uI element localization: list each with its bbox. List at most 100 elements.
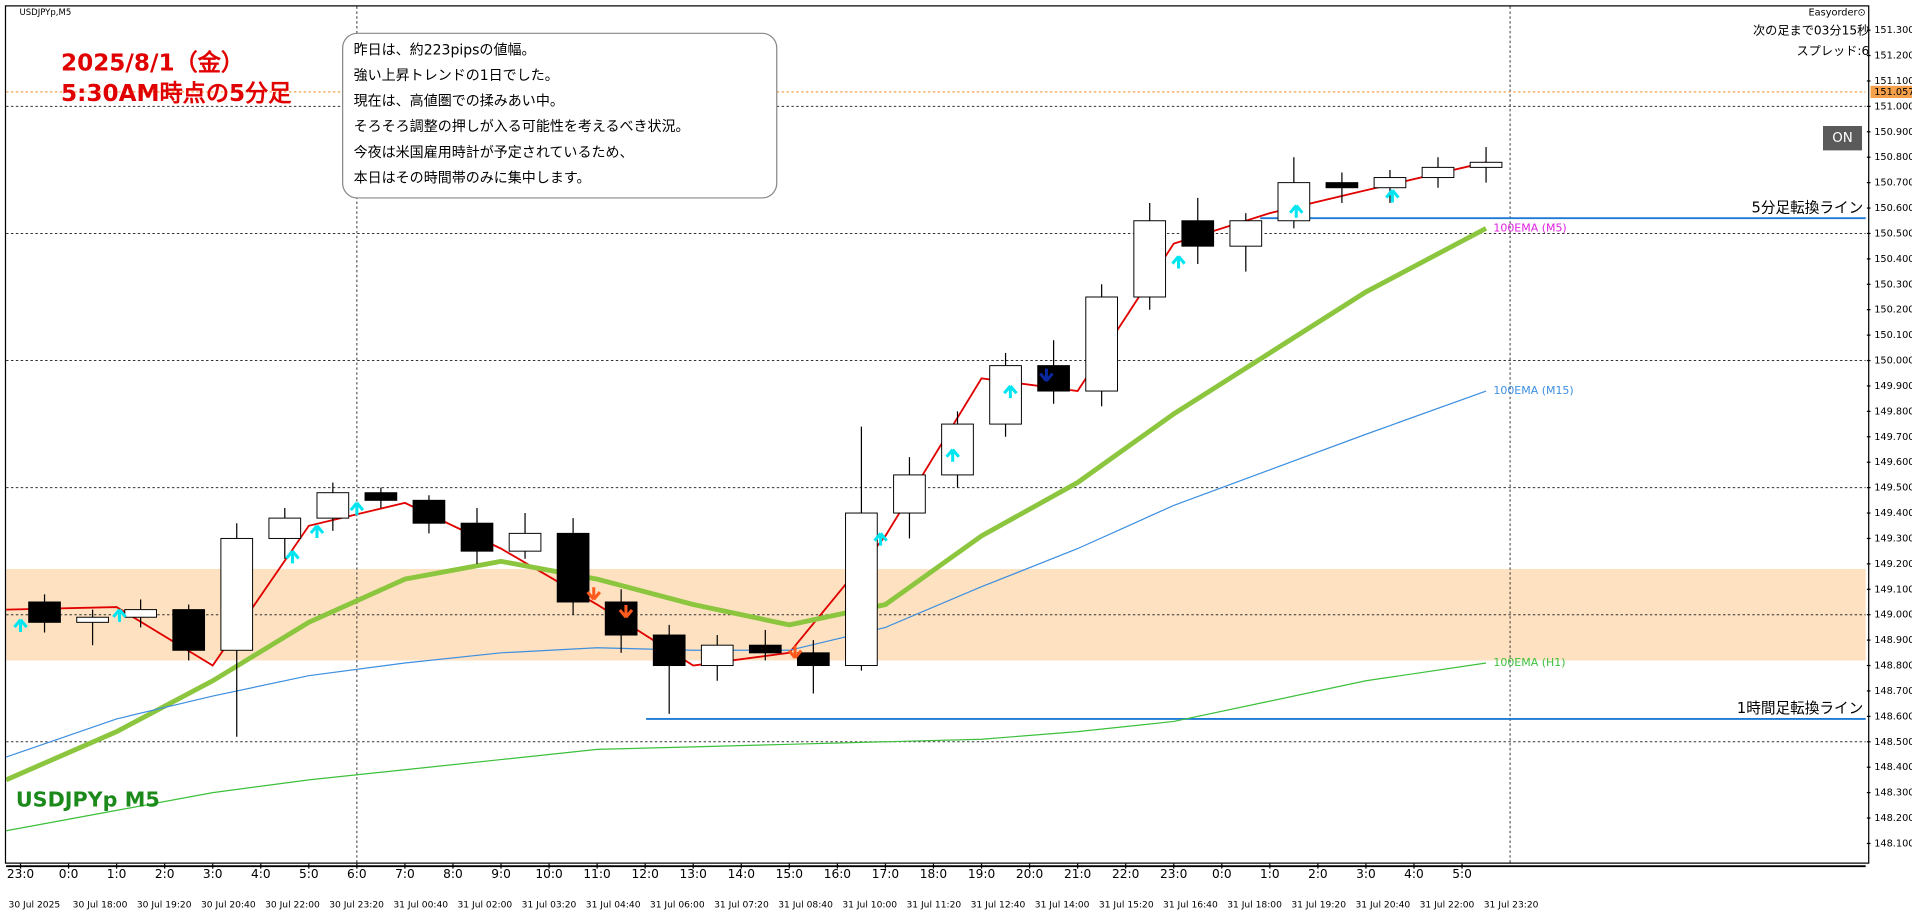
note-line: 強い上昇トレンドの1日でした。 — [354, 68, 559, 84]
y-tick-label: 150.500 — [1874, 228, 1912, 239]
x-tick-label: 16:0 — [824, 867, 851, 881]
candle-body — [28, 601, 61, 623]
candle-body — [1085, 296, 1118, 392]
note-line: 昨日は、約223pipsの値幅。 — [354, 42, 536, 58]
x-tick-label: 5:0 — [299, 867, 319, 881]
candle-body — [268, 517, 302, 539]
signal-arrow — [13, 618, 28, 632]
level-tag — [1870, 85, 1912, 98]
note-line: 今夜は米国雇用時計が予定されているため、 — [354, 144, 634, 161]
y-tick-label: 150.300 — [1874, 279, 1912, 290]
date-label: 31 Jul 15:20 — [1099, 901, 1154, 911]
plot-area: 5分足転換ライン 1時間足転換ライン 100EMA (M5) 100EMA (M15)… — [5, 6, 1866, 863]
signal-arrow — [586, 587, 602, 601]
candle-body — [1277, 182, 1311, 222]
note-line: 現在は、高値圏での揉みあい中。 — [354, 93, 564, 110]
x-tick-label: 4:0 — [1404, 867, 1424, 881]
x-tick-label: 20:0 — [1016, 867, 1043, 881]
note-line: そろそろ調整の押しが入る可能性を考えるべき状況。 — [354, 119, 690, 135]
candle-body — [460, 522, 494, 552]
y-tick-label: 148.200 — [1874, 813, 1912, 824]
candle-body — [1373, 177, 1407, 189]
ema-line — [5, 226, 1488, 783]
y-tick-label: 148.100 — [1874, 838, 1912, 849]
turn-label: 1時間足転換ライン — [1737, 700, 1863, 717]
candle-body — [364, 492, 398, 501]
candle-body — [1421, 166, 1455, 179]
x-tick-label: 19:0 — [968, 867, 995, 881]
y-tick-label: 149.200 — [1874, 559, 1912, 570]
signal-arrow — [1039, 368, 1054, 382]
x-tick-label: 10:0 — [535, 867, 562, 881]
headline: 2025/8/1（金） — [61, 49, 244, 76]
line-label: 100EMA (M15) — [1493, 384, 1573, 397]
y-tick-label: 148.500 — [1874, 737, 1912, 748]
zone — [6, 568, 1866, 661]
signal-arrow — [349, 501, 365, 516]
candle-body — [797, 652, 830, 667]
x-tick-label: 23:0 — [1160, 867, 1187, 881]
signal-arrow — [1385, 189, 1400, 203]
date-label: 31 Jul 23:20 — [1484, 901, 1539, 911]
x-tick-label: 4:0 — [251, 867, 271, 881]
y-tick-label: 148.900 — [1874, 635, 1912, 646]
y-tick-label: 149.500 — [1874, 483, 1912, 494]
y-tick-label: 149.000 — [1874, 610, 1912, 621]
date-label: 31 Jul 06:00 — [650, 901, 705, 911]
candle-body — [556, 532, 590, 603]
x-tick-label: 2:0 — [1308, 867, 1328, 881]
y-tick-label: 149.700 — [1874, 432, 1912, 443]
date-label: 31 Jul 00:40 — [393, 901, 448, 911]
x-tick-label: 11:0 — [583, 867, 610, 881]
x-tick-label: 23:0 — [7, 867, 34, 881]
plot-frame — [4, 5, 1870, 864]
y-tick-label: 149.800 — [1874, 406, 1912, 417]
y-tick-label: 149.100 — [1874, 584, 1912, 595]
candle-body — [172, 609, 206, 651]
candle-body — [1469, 161, 1503, 168]
signal-arrow — [618, 605, 634, 619]
x-tick-label: 15:0 — [776, 867, 803, 881]
date-label: 31 Jul 02:00 — [458, 901, 513, 911]
y-tick-label: 148.600 — [1874, 711, 1912, 722]
candle-body — [989, 365, 1022, 425]
x-tick-label: 0:0 — [1212, 867, 1232, 881]
on-button[interactable] — [1822, 125, 1863, 151]
x-tick-label: 17:0 — [872, 867, 899, 881]
x-tick-label: 6:0 — [347, 867, 367, 881]
x-tick-label: 14:0 — [728, 867, 755, 881]
candle-body — [316, 492, 350, 519]
y-tick-label: 149.600 — [1874, 457, 1912, 468]
signal-arrow — [787, 645, 803, 659]
date-label: 30 Jul 20:40 — [201, 901, 256, 911]
y-tick-label: 148.300 — [1874, 788, 1912, 799]
x-tick-label: 12:0 — [631, 867, 658, 881]
date-label: 31 Jul 04:40 — [586, 901, 641, 911]
y-tick-label: 150.900 — [1874, 127, 1912, 138]
x-tick-label: 8:0 — [443, 867, 463, 881]
signal-arrow — [873, 532, 888, 546]
date-label: 31 Jul 10:00 — [842, 901, 897, 911]
candle-body — [652, 634, 686, 667]
candle-body — [1229, 220, 1263, 247]
date-label: 30 Jul 18:00 — [73, 901, 128, 911]
candle-body — [1325, 182, 1359, 189]
date-label: 30 Jul 2025 — [9, 901, 61, 911]
ema-line — [5, 662, 1487, 832]
y-tick-label: 150.700 — [1874, 178, 1912, 189]
date-label: 31 Jul 12:40 — [971, 901, 1026, 911]
date-label: 31 Jul 16:40 — [1163, 901, 1218, 911]
date-label: 31 Jul 18:00 — [1227, 901, 1282, 911]
y-tick-label: 148.700 — [1874, 686, 1912, 697]
line-label: 100EMA (H1) — [1493, 656, 1565, 669]
x-tick-label: 1:0 — [107, 867, 127, 881]
on-button-label[interactable]: ON — [1832, 131, 1853, 146]
level-label: 151.057 — [1874, 87, 1912, 98]
x-tick-label: 21:0 — [1064, 867, 1091, 881]
note-line: 本日はその時間帯のみに集中します。 — [354, 169, 591, 186]
y-tick-label: 149.400 — [1874, 508, 1912, 519]
date-label: 30 Jul 19:20 — [137, 901, 192, 911]
candle-body — [76, 616, 109, 623]
date-label: 31 Jul 07:20 — [714, 901, 769, 911]
